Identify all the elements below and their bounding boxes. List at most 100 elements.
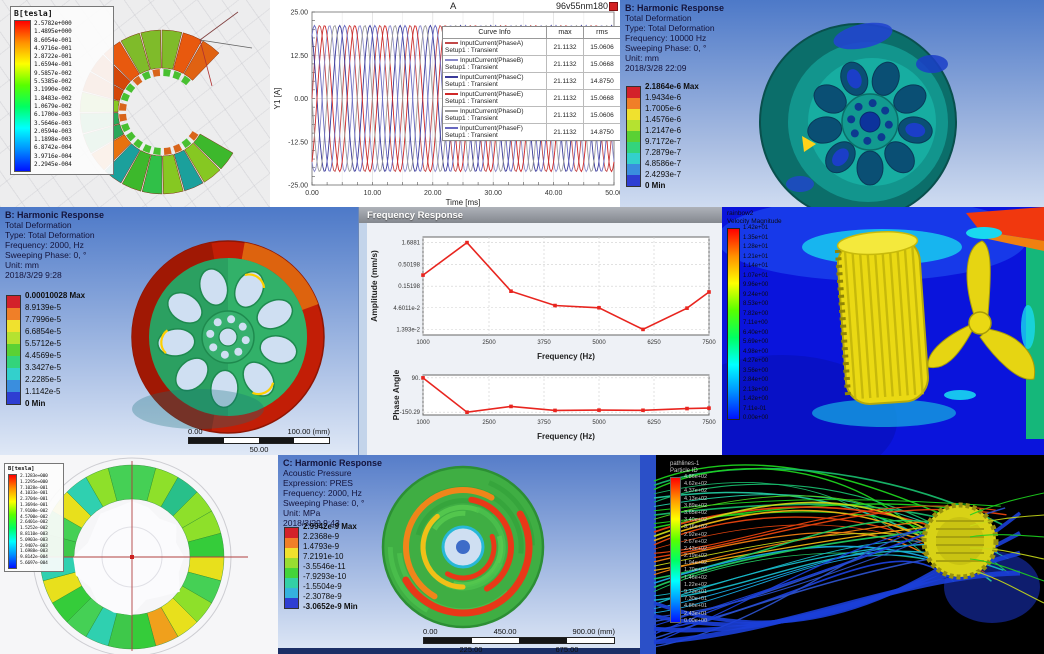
legend-value: 2.4293e-7: [645, 170, 682, 179]
curve-setup: Setup1 : Transient: [445, 98, 498, 105]
rotor-field-render: [16, 457, 248, 654]
info-line: B: Harmonic Response: [5, 210, 105, 220]
legend-value: 7.2191e-10: [303, 552, 344, 561]
data-point-marker: [707, 406, 711, 410]
legend-color-band: [285, 568, 298, 578]
scale-ruler: 0.00 450.00 900.00 (mm) 225.00 675.00: [423, 627, 615, 654]
streamline-exit: [969, 514, 1044, 527]
legend-value: 1.42e+01: [743, 225, 769, 231]
inner-void: [73, 501, 185, 616]
window-left-margin: [359, 223, 367, 455]
window-titlebar[interactable]: Frequency Response: [359, 207, 722, 223]
legend-value: 5.69e+00: [743, 339, 769, 345]
motor-tooth: [163, 147, 172, 155]
gear-ridge: [850, 246, 864, 399]
motor-tooth: [181, 75, 191, 86]
legend-value: 7.11e+00: [743, 320, 768, 326]
legend-value: 7.30e+01: [684, 596, 708, 603]
legend-color-band: [285, 528, 298, 538]
curve-rms-value: 14.8750: [590, 128, 614, 136]
motor-tooth: [120, 92, 130, 102]
velocity-streak: [1021, 305, 1035, 349]
motor-tooth: [153, 147, 161, 155]
curve-legend-row[interactable]: InputCurrent(PhaseD) Setup1 : Transient 21…: [443, 107, 620, 124]
streamline: [653, 482, 955, 583]
tick-label: 50.00: [605, 190, 620, 197]
gear-ridge: [903, 243, 917, 395]
legend-value: 4.86e+01: [684, 603, 708, 610]
tick-label: 0.00: [294, 96, 308, 103]
legend-value: -3.0652e-9 Min: [303, 602, 358, 611]
legend-value: 7.1028e-001: [20, 485, 48, 491]
gear-ridge: [895, 243, 909, 396]
propeller-blade: [979, 328, 1036, 380]
curve-legend-row[interactable]: InputCurrent(PhaseA) Setup1 : Transient 21…: [443, 39, 620, 56]
y-axis-label: Phase Angle: [391, 369, 401, 420]
motor-segment: [161, 29, 183, 70]
legend-value: 0 Min: [25, 399, 46, 408]
curve-setup: Setup1 : Transient: [445, 81, 498, 88]
wheel-hole: [210, 369, 239, 409]
velocity-contour-render: [722, 207, 1044, 455]
gear-ridge: [865, 245, 879, 398]
legend-title-line: pathlines-1: [670, 461, 700, 467]
curve-legend-row[interactable]: InputCurrent(PhaseB) Setup1 : Transient 21…: [443, 56, 620, 73]
info-line: Frequency: 2000, Hz: [283, 488, 362, 498]
data-point-marker: [421, 376, 425, 380]
legend-title: B[tesla]: [8, 466, 35, 472]
legend-value: 4.4569e-5: [25, 351, 62, 360]
legend-value: 2.3704e-001: [20, 497, 48, 503]
ruler-labels-bottom: 50.00: [188, 445, 330, 454]
gear-ridge: [888, 244, 902, 396]
curve-legend-row[interactable]: InputCurrent(PhaseE) Setup1 : Transient 21…: [443, 90, 620, 107]
legend-value: 5.6697e-004: [20, 560, 48, 566]
legend-color-band: [627, 109, 640, 120]
legend-color-band: [7, 320, 20, 332]
legend-value: 3.16e+02: [684, 524, 708, 531]
curve-legend-row[interactable]: InputCurrent(PhaseF) Setup1 : Transient 21…: [443, 124, 620, 140]
legend-value: 2.43e+01: [684, 610, 708, 617]
legend-value: 8.53e+00: [743, 301, 769, 307]
panel-maxwell-field-top: B[tesla] 2.5782e+000 1.4895e+000 8.6054e-0…: [0, 0, 270, 207]
rim-shading: [131, 242, 215, 432]
propeller-hub: [968, 311, 992, 335]
curve-name-cell: InputCurrent(PhaseB) Setup1 : Transient: [443, 56, 547, 72]
wheel-hole: [807, 116, 843, 144]
legend-value: 1.70e+02: [684, 567, 708, 574]
curve-legend-row[interactable]: InputCurrent(PhaseC) Setup1 : Transient 21…: [443, 73, 620, 90]
legend-value: 2.8722e-001: [34, 53, 72, 61]
ruler-label: 225.00: [459, 645, 483, 654]
motor-segment: [162, 154, 184, 195]
data-point-marker: [685, 306, 689, 310]
frequency-response-charts: 1.6881 0.50198 0.15198 4.6011e-2 1.393e-2 100…: [369, 236, 716, 441]
gear-ridge: [873, 245, 887, 398]
face-shadow: [132, 389, 264, 429]
contour-legend: 0.00010028 Max 8.9139e-5 7.7996e-5 6.6854e-…: [6, 291, 85, 410]
streamline-exit: [969, 558, 1044, 582]
ruler-label: 0.00: [188, 427, 203, 436]
bolt-hole: [209, 343, 218, 352]
deformation-wheel-render: [759, 22, 957, 207]
x-axis-label: Time [ms]: [446, 198, 481, 207]
ruler-label: 100.00 (mm): [287, 427, 330, 436]
legend-color-bar: [284, 527, 299, 609]
bolt-hole: [884, 120, 893, 129]
legend-value: 4.9716e-001: [34, 44, 72, 52]
legend-value: 3.89e+02: [684, 502, 708, 509]
wheel-hole: [893, 84, 927, 114]
curve-rms-value: 15.0606: [590, 43, 614, 51]
ruler-label: 450.00: [493, 627, 517, 636]
tick-label: 90.: [412, 376, 421, 382]
bolt-hole: [850, 129, 859, 138]
legend-value: 3.9716e-004: [34, 152, 72, 160]
legend-values: 2.5782e+000 1.4895e+000 8.6054e-001 4.9716e…: [34, 20, 72, 172]
propeller-blade: [966, 240, 991, 316]
legend-value: 1.3694e-001: [20, 502, 48, 508]
field-legend: B[tesla] 2.5782e+000 1.4895e+000 8.6054e-0…: [10, 6, 114, 175]
streamline: [653, 505, 996, 554]
tick-label: 20.00: [424, 190, 442, 197]
y-axis-label: Y1 [A]: [273, 88, 282, 110]
gear-teeth: [834, 249, 852, 398]
tick-label: 1.6881: [402, 241, 421, 247]
tick-label: 30.00: [484, 190, 502, 197]
